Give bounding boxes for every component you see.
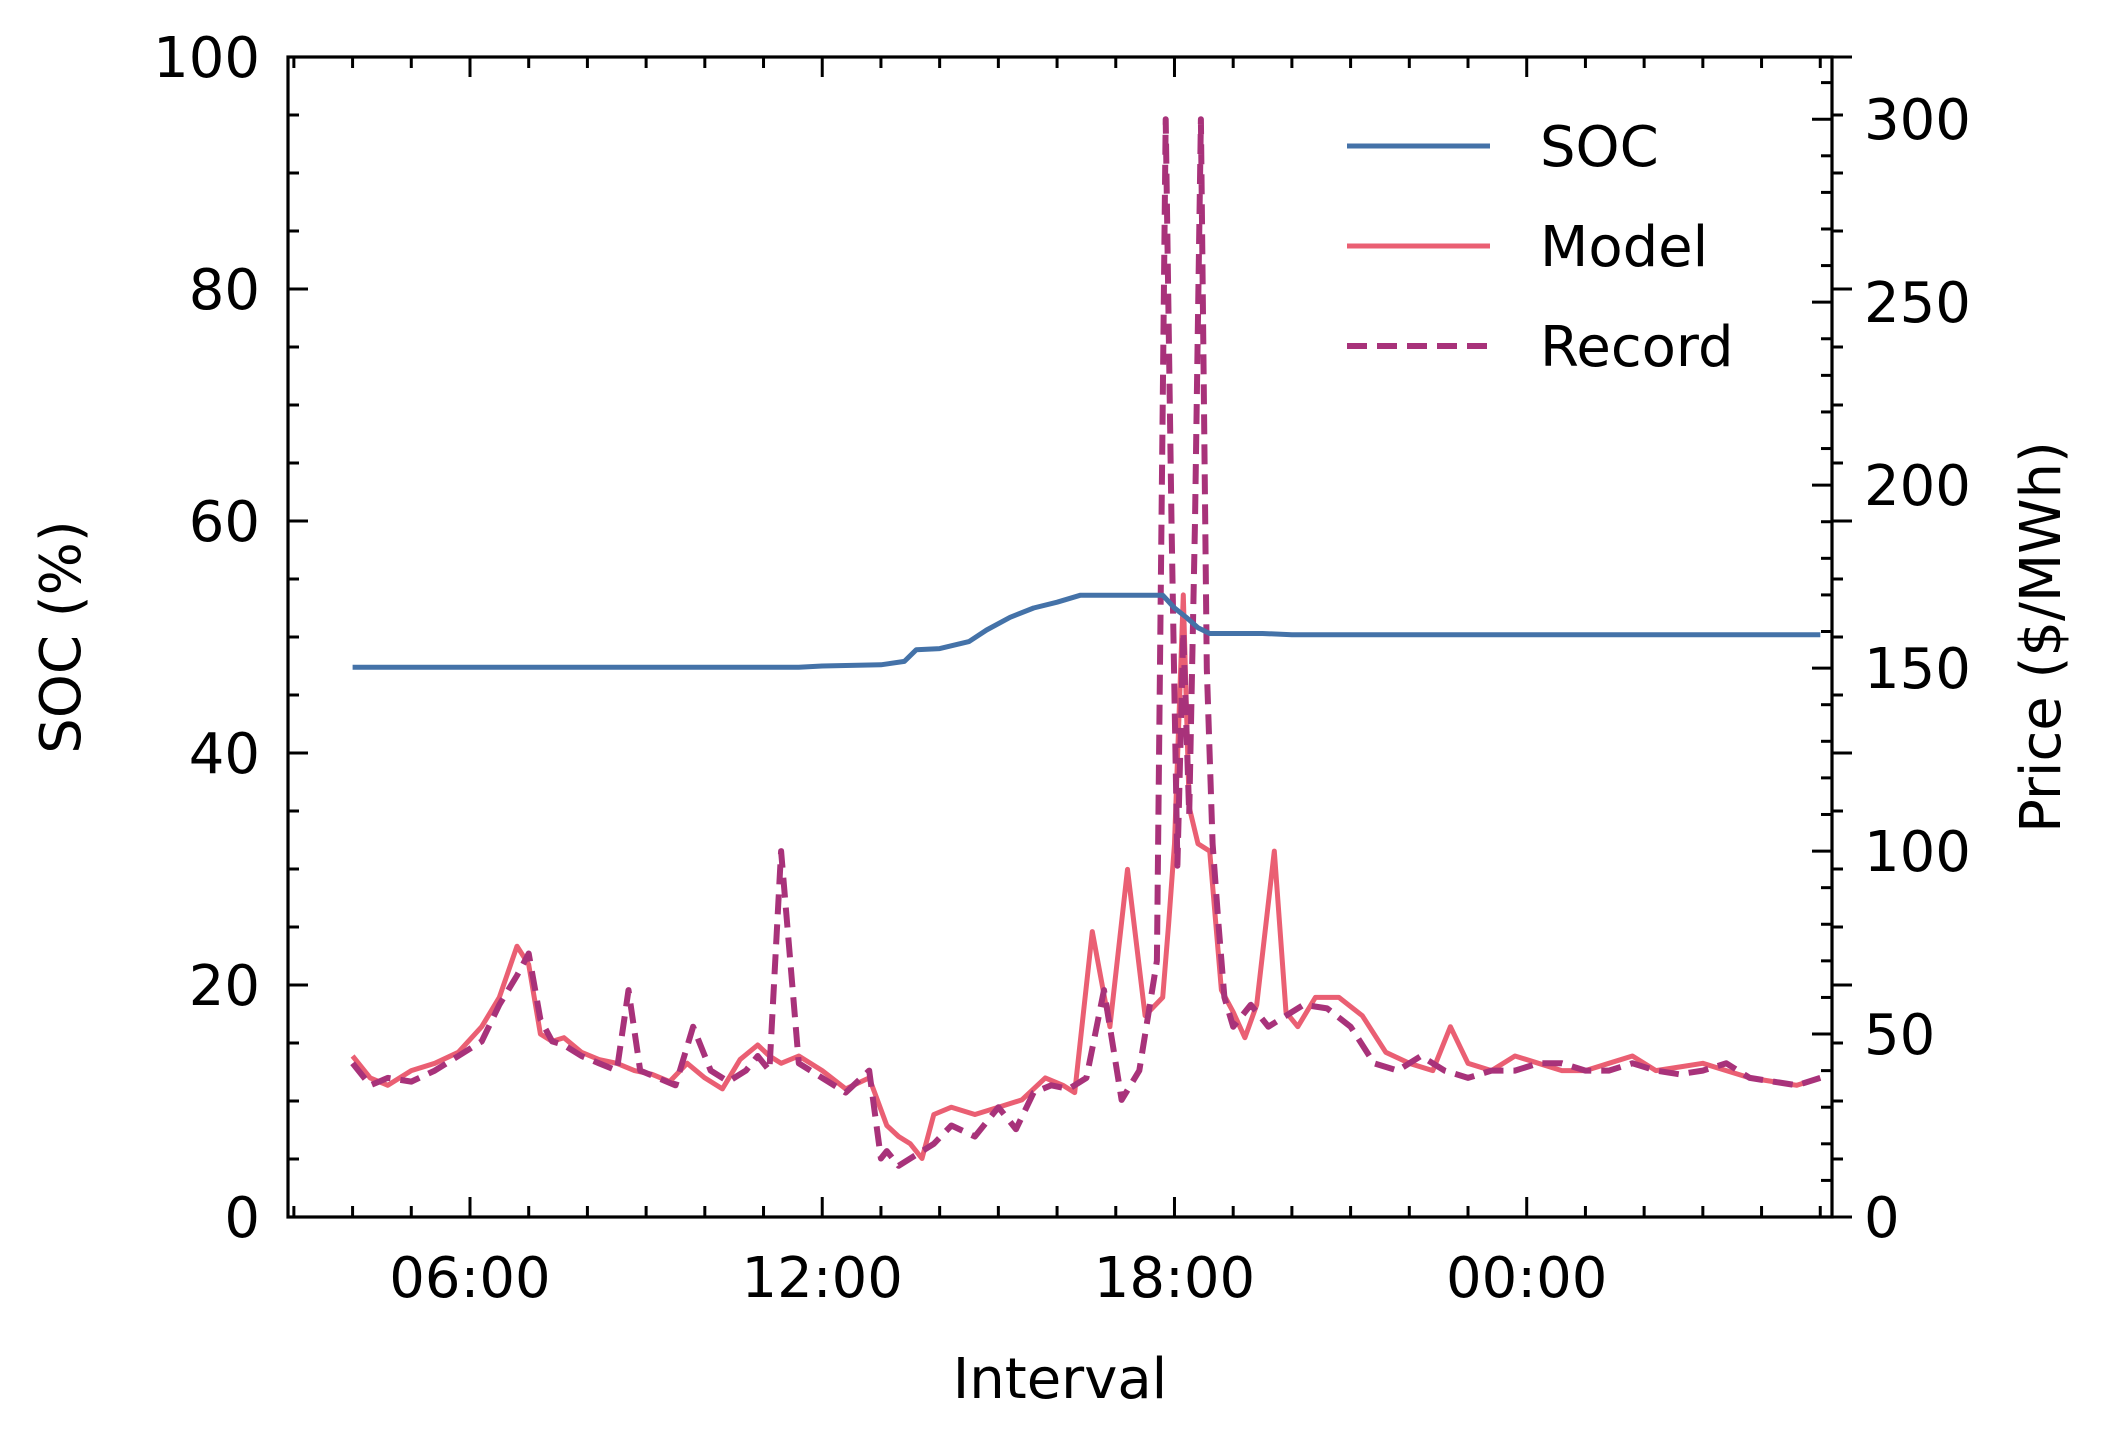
left-tick-label: 0 xyxy=(224,1186,260,1251)
legend: SOC Model Record xyxy=(1347,115,1733,380)
x-tick-label: 00:00 xyxy=(1446,1246,1607,1311)
legend-label-soc: SOC xyxy=(1540,115,1659,180)
series-line-model xyxy=(350,592,1822,1161)
series-line-soc xyxy=(352,592,1821,670)
right-tick-label: 100 xyxy=(1864,820,1971,885)
x-tick-label: 06:00 xyxy=(389,1246,550,1311)
right-tick-label: 300 xyxy=(1864,88,1971,153)
ticks xyxy=(288,55,1852,1219)
left-tick-label: 100 xyxy=(153,26,260,91)
x-tick-label: 18:00 xyxy=(1094,1246,1255,1311)
tick-labels: 0 20 40 60 80 100 0 50 100 150 200 250 300 06:00 12:00… xyxy=(153,26,1971,1311)
right-tick-label: 50 xyxy=(1864,1003,1935,1068)
left-tick-label: 80 xyxy=(189,258,260,323)
legend-label-record: Record xyxy=(1540,315,1733,380)
left-tick-label: 20 xyxy=(189,954,260,1019)
right-axis-title: Price ($/MWh) xyxy=(2009,441,2074,833)
plot-frame xyxy=(286,55,1834,1219)
x-tick-label: 12:00 xyxy=(742,1246,903,1311)
plot-lines xyxy=(350,116,1822,1169)
right-tick-label: 200 xyxy=(1864,454,1971,519)
series-line-record xyxy=(350,116,1822,1169)
left-tick-label: 40 xyxy=(189,722,260,787)
left-tick-label: 60 xyxy=(189,490,260,555)
left-axis-title: SOC (%) xyxy=(29,520,94,753)
right-tick-label: 250 xyxy=(1864,271,1971,336)
x-axis-title: Interval xyxy=(953,1347,1167,1412)
legend-label-model: Model xyxy=(1540,215,1708,280)
right-tick-label: 0 xyxy=(1864,1186,1900,1251)
right-tick-label: 150 xyxy=(1864,637,1971,702)
